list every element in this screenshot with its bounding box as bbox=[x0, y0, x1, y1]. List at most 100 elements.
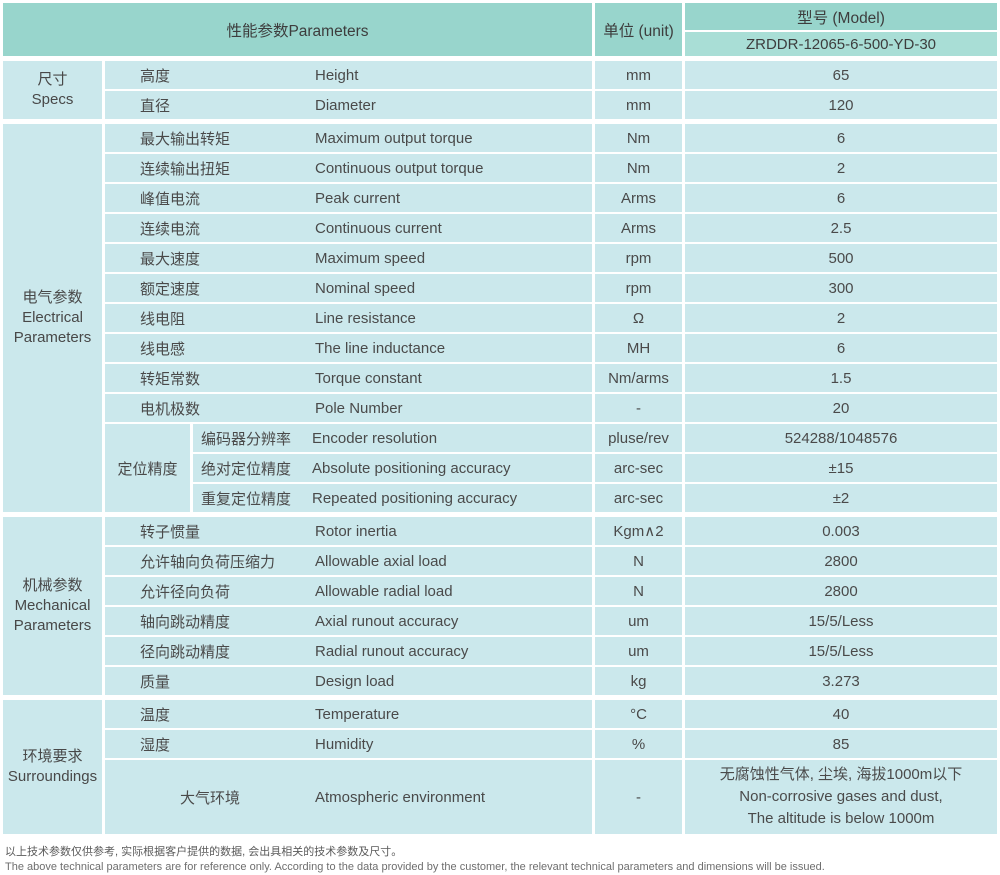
unit-cell: um bbox=[595, 607, 685, 637]
parameter-label-cell: 转子惯量 Rotor inertia bbox=[105, 517, 595, 547]
parameter-label-zh: 最大速度 bbox=[140, 250, 201, 268]
spec-row: 电气参数 Electrical Parameters 最大输出转矩 Maximum o… bbox=[3, 124, 997, 517]
parameter-label-cell: 轴向跳动精度 Axial runout accuracy bbox=[105, 607, 595, 637]
unit-cell: °C bbox=[595, 700, 685, 730]
subcategory-cell: 定位精度 bbox=[105, 424, 193, 517]
spec-row: 允许径向负荷 Allowable radial load N 2800 bbox=[3, 577, 997, 607]
parameter-label-en: Rotor inertia bbox=[315, 522, 397, 540]
parameter-label-zh: 编码器分辨率 bbox=[201, 430, 292, 448]
header-row-2: ZRDDR-12065-6-500-YD-30 bbox=[3, 32, 997, 61]
parameter-label-zh: 重复定位精度 bbox=[201, 490, 292, 508]
category-label-zh: 电气参数 bbox=[22, 289, 83, 306]
unit-cell: arc-sec bbox=[595, 454, 685, 484]
parameter-label-cell: 电机极数 Pole Number bbox=[105, 394, 595, 424]
parameter-label-cell: 直径 Diameter bbox=[105, 91, 595, 124]
parameter-label-en: Design load bbox=[315, 672, 395, 690]
parameter-label-en: Continuous output torque bbox=[315, 159, 484, 177]
header-model-number: ZRDDR-12065-6-500-YD-30 bbox=[685, 32, 997, 61]
parameter-label-en: Torque constant bbox=[315, 369, 422, 387]
parameter-label-zh: 连续电流 bbox=[140, 220, 201, 238]
spec-row: 湿度 Humidity% 85 bbox=[3, 730, 997, 760]
parameter-label-en: Line resistance bbox=[315, 309, 416, 327]
value-cell: 2 bbox=[685, 154, 997, 184]
unit-cell: N bbox=[595, 577, 685, 607]
header-model-label: 型号 (Model) bbox=[685, 3, 997, 32]
footnote-en: The above technical parameters are for r… bbox=[5, 861, 825, 873]
parameter-label-zh: 温度 bbox=[140, 706, 171, 724]
value-cell: 300 bbox=[685, 274, 997, 304]
unit-cell: mm bbox=[595, 91, 685, 124]
unit-cell: arc-sec bbox=[595, 484, 685, 517]
category-label-en: Surroundings bbox=[7, 768, 98, 785]
parameter-label-cell: 线电阻 Line resistance bbox=[105, 304, 595, 334]
parameter-label-zh: 径向跳动精度 bbox=[140, 643, 231, 661]
value-cell: 3.273 bbox=[685, 667, 997, 700]
parameter-label-cell: 连续电流 Continuous current bbox=[105, 214, 595, 244]
parameter-label-en: Nominal speed bbox=[315, 279, 416, 297]
spec-row: 定位精度 编码器分辨率 Encoder resolution pluse/rev 524… bbox=[3, 424, 997, 517]
spec-row: 重复定位精度 Repeated positioning accuracy arc-s… bbox=[3, 484, 997, 517]
spec-row: 绝对定位精度 Absolute positioning accuracy arc-s… bbox=[3, 454, 997, 484]
parameter-label-zh: 轴向跳动精度 bbox=[140, 613, 231, 631]
parameter-label-zh: 允许轴向负荷压缩力 bbox=[140, 553, 276, 571]
parameter-label-cell: 连续输出扭矩 Continuous output torque bbox=[105, 154, 595, 184]
spec-table: 性能参数Parameters 单位 (unit) 型号 (Model) ZRDD… bbox=[3, 3, 997, 839]
value-cell: 85 bbox=[685, 730, 997, 760]
value-line: Non-corrosive gases and dust, bbox=[739, 788, 943, 805]
parameter-label-cell: 最大速度 Maximum speed bbox=[105, 244, 595, 274]
value-cell: 6 bbox=[685, 184, 997, 214]
parameter-label-zh: 转子惯量 bbox=[140, 523, 201, 541]
spec-row: 线电阻 Line resistance Ω 2 bbox=[3, 304, 997, 334]
unit-cell: Nm/arms bbox=[595, 364, 685, 394]
unit-cell: Arms bbox=[595, 214, 685, 244]
spec-table-header: 性能参数Parameters 单位 (unit) 型号 (Model) ZRDD… bbox=[3, 3, 997, 61]
spec-row: 允许轴向负荷压缩力 Allowable axial load N 2800 bbox=[3, 547, 997, 577]
value-cell: 1.5 bbox=[685, 364, 997, 394]
unit-cell: MH bbox=[595, 334, 685, 364]
parameter-label-en: Maximum output torque bbox=[315, 129, 473, 147]
spec-row: 连续输出扭矩 Continuous output torque Nm 2 bbox=[3, 154, 997, 184]
parameter-label-cell: 允许径向负荷 Allowable radial load bbox=[105, 577, 595, 607]
category-label-zh: 机械参数 bbox=[22, 577, 83, 594]
parameter-label-zh: 连续输出扭矩 bbox=[140, 160, 231, 178]
parameter-label-cell: 大气环境 Atmospheric environment bbox=[105, 760, 595, 839]
parameter-label-cell: 质量 Design load bbox=[105, 667, 595, 700]
unit-cell: Ω bbox=[595, 304, 685, 334]
parameter-label-cell: 高度 Height bbox=[105, 61, 595, 91]
spec-row: 大气环境 Atmospheric environment - 无腐蚀性气体, 尘埃, … bbox=[3, 760, 997, 839]
parameter-label-zh: 大气环境 bbox=[179, 789, 240, 807]
category-label-en: Mechanical Parameters bbox=[13, 597, 92, 634]
unit-cell: um bbox=[595, 637, 685, 667]
spec-row: 环境要求 Surroundings 温度 Temperature °C 40 bbox=[3, 700, 997, 839]
parameter-label-cell: 线电感 The line inductance bbox=[105, 334, 595, 364]
parameter-label-en: Continuous current bbox=[315, 219, 442, 237]
value-cell: ±2 bbox=[685, 484, 997, 517]
parameter-label-zh: 允许径向负荷 bbox=[140, 583, 231, 601]
value-cell: 2800 bbox=[685, 577, 997, 607]
spec-row: 径向跳动精度 Radial runout accuracy um 15/5/Less bbox=[3, 637, 997, 667]
parameter-label-zh: 转矩常数 bbox=[140, 370, 201, 388]
header-unit-label: 单位 (unit) bbox=[595, 3, 685, 61]
category-cell: 机械参数 Mechanical Parameters bbox=[3, 517, 105, 700]
parameter-label-en: Humidity bbox=[315, 735, 374, 753]
spec-row: 峰值电流 Peak current Arms 6 bbox=[3, 184, 997, 214]
spec-row: 质量 Design load kg 3.273 bbox=[3, 667, 997, 700]
category-cell: 尺寸 Specs bbox=[3, 61, 105, 124]
unit-cell: Nm bbox=[595, 124, 685, 154]
value-cell: 120 bbox=[685, 91, 997, 124]
parameter-label-en: Pole Number bbox=[315, 399, 403, 417]
parameter-label-zh: 湿度 bbox=[140, 736, 171, 754]
parameter-label-cell: 最大输出转矩 Maximum output torque bbox=[105, 124, 595, 154]
parameter-label-en: Axial runout accuracy bbox=[315, 612, 459, 630]
parameter-label-en: Height bbox=[315, 66, 359, 84]
spec-row: 最大速度 Maximum speed rpm 500 bbox=[3, 244, 997, 274]
parameter-label-cell: 湿度 Humidity bbox=[105, 730, 595, 760]
unit-cell: Kgm∧2 bbox=[595, 517, 685, 547]
parameter-label-zh: 高度 bbox=[140, 67, 171, 85]
unit-cell: rpm bbox=[595, 274, 685, 304]
value-line: The altitude is below 1000m bbox=[747, 810, 935, 827]
parameter-label-zh: 线电阻 bbox=[140, 310, 186, 328]
parameter-label-en: Allowable axial load bbox=[315, 552, 447, 570]
spec-row: 额定速度 Nominal speed rpm 300 bbox=[3, 274, 997, 304]
